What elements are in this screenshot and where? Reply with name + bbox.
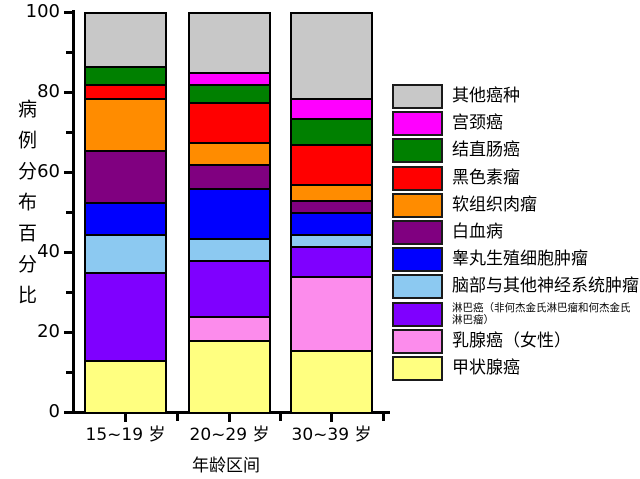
bar-segment-甲状腺癌 [290,350,373,412]
y-major-tick [64,410,72,414]
y-major-tick [64,250,72,254]
legend-label: 宫颈癌 [452,113,503,134]
legend-swatch-宫颈癌 [392,111,443,137]
x-minor-tick [175,414,179,421]
bar-segment-结直肠癌 [188,84,271,102]
legend-item: 睾丸生殖细胞肿瘤 [392,247,639,273]
legend-item: 黑色素瘤 [392,165,639,191]
legend-swatch-其他癌种 [392,84,443,109]
legend-label: 结直肠癌 [452,140,520,161]
legend-item: 结直肠癌 [392,138,639,164]
x-axis-line [72,411,390,414]
y-minor-tick [66,50,72,54]
y-axis-line [72,10,75,414]
legend-label: 其他癌种 [452,86,520,106]
bar-segment-其他癌种 [84,12,167,66]
x-minor-tick [278,414,282,421]
bar-segment-宫颈癌 [188,72,271,84]
x-major-tick [228,414,231,422]
y-tick-label: 100 [25,1,60,22]
legend-label: 睾丸生殖细胞肿瘤 [452,249,588,270]
bar-segment-睾丸生殖细胞肿瘤 [188,188,271,238]
legend-item: 脑部与其他神经系统肿瘤 [392,274,639,300]
legend-item: 其他癌种 [392,84,639,109]
legend-swatch-脑部与其他神经系统肿瘤 [392,274,443,300]
bar-segment-软组织肉瘤 [188,142,271,164]
bar-segment-睾丸生殖细胞肿瘤 [84,202,167,234]
bar-segment-乳腺癌（女性） [188,316,271,340]
y-minor-tick [66,290,72,294]
bar-segment-黑色素瘤 [188,102,271,142]
legend-swatch-白血病 [392,219,443,245]
legend: 其他癌种宫颈癌结直肠癌黑色素瘤软组织肉瘤白血病睾丸生殖细胞肿瘤脑部与其他神经系统… [392,84,639,383]
x-major-tick [124,414,127,422]
legend-swatch-淋巴癌（非何杰金氏淋巴瘤和何杰金氏淋巴瘤） [392,301,443,327]
bar-segment-黑色素瘤 [290,144,373,184]
legend-label: 黑色素瘤 [452,167,520,188]
bar-segment-脑部与其他神经系统肿瘤 [188,238,271,260]
y-tick-label: 60 [37,161,60,182]
bar-segment-黑色素瘤 [84,84,167,98]
bar-segment-睾丸生殖细胞肿瘤 [290,212,373,234]
legend-item: 宫颈癌 [392,111,639,137]
y-tick-label: 40 [37,241,60,262]
y-axis-title: 病例分布百分比 [15,99,37,316]
legend-label: 脑部与其他神经系统肿瘤 [452,276,639,297]
bar-segment-淋巴癌（非何杰金氏淋巴瘤和何杰金氏淋巴瘤） [290,246,373,276]
legend-item: 软组织肉瘤 [392,192,639,218]
bar-segment-其他癌种 [290,12,373,98]
bar-segment-软组织肉瘤 [84,98,167,150]
y-minor-tick [66,130,72,134]
y-major-tick [64,10,72,14]
legend-swatch-结直肠癌 [392,138,443,164]
bar-segment-结直肠癌 [290,118,373,144]
bar-segment-结直肠癌 [84,66,167,84]
x-tick-label: 15~19 岁 [85,425,166,445]
bar-segment-白血病 [84,150,167,202]
bar-segment-软组织肉瘤 [290,184,373,200]
y-minor-tick [66,370,72,374]
bar-segment-白血病 [188,164,271,188]
y-major-tick [64,90,72,94]
legend-item: 白血病 [392,219,639,245]
y-tick-label: 20 [37,321,60,342]
bar-segment-脑部与其他神经系统肿瘤 [84,234,167,272]
bar-segment-乳腺癌（女性） [290,276,373,350]
bar-segment-淋巴癌（非何杰金氏淋巴瘤和何杰金氏淋巴瘤） [84,272,167,360]
bar-segment-脑部与其他神经系统肿瘤 [290,234,373,246]
legend-label: 淋巴癌（非何杰金氏淋巴瘤和何杰金氏淋巴瘤） [452,301,631,327]
y-minor-tick [66,210,72,214]
legend-label: 白血病 [452,221,503,242]
bar-segment-甲状腺癌 [188,340,271,412]
bar-segment-其他癌种 [188,12,271,72]
bar-segment-淋巴癌（非何杰金氏淋巴瘤和何杰金氏淋巴瘤） [188,260,271,316]
legend-swatch-乳腺癌（女性） [392,328,443,354]
bar-segment-宫颈癌 [290,98,373,118]
legend-swatch-睾丸生殖细胞肿瘤 [392,247,443,273]
x-tick-label: 30~39 岁 [291,425,372,445]
legend-label: 甲状腺癌 [452,357,520,378]
x-axis-title: 年龄区间 [192,456,260,476]
x-minor-tick [381,414,385,421]
y-tick-label: 80 [37,81,60,102]
y-major-tick [64,330,72,334]
bar-segment-甲状腺癌 [84,360,167,412]
bar-segment-白血病 [290,200,373,212]
y-major-tick [64,170,72,174]
x-major-tick [330,414,333,422]
legend-swatch-甲状腺癌 [392,355,443,381]
legend-label: 软组织肉瘤 [452,194,537,215]
x-tick-label: 20~29 岁 [189,425,270,445]
legend-item: 淋巴癌（非何杰金氏淋巴瘤和何杰金氏淋巴瘤） [392,301,639,327]
y-tick-label: 0 [48,401,60,422]
legend-swatch-软组织肉瘤 [392,192,443,218]
legend-item: 乳腺癌（女性） [392,328,639,354]
legend-swatch-黑色素瘤 [392,165,443,191]
legend-label: 乳腺癌（女性） [452,330,571,351]
legend-item: 甲状腺癌 [392,355,639,381]
